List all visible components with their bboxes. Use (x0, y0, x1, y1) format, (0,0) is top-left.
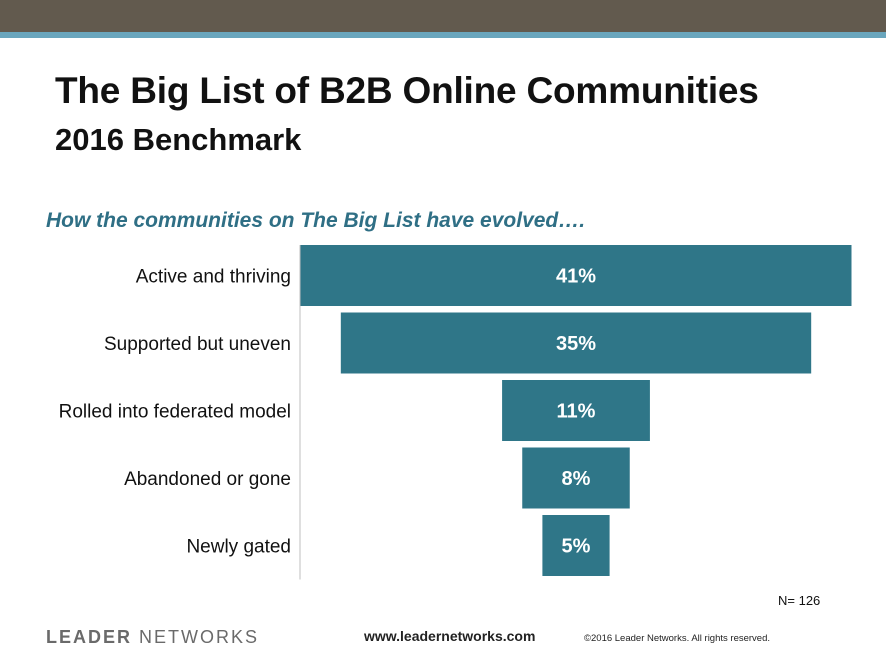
bar-value-label: 35% (556, 333, 596, 355)
category-label: Abandoned or gone (124, 469, 291, 490)
bar-value-label: 8% (562, 468, 591, 490)
chart-question: How the communities on The Big List have… (46, 209, 586, 232)
category-label: Active and thriving (136, 267, 291, 288)
funnel-bar (542, 515, 610, 576)
page-title: The Big List of B2B Online Communities (55, 70, 759, 111)
funnel-bar (340, 312, 812, 374)
logo-word-leader: LEADER (46, 627, 133, 647)
bar-value-label: 41% (556, 266, 596, 288)
category-label: Rolled into federated model (59, 402, 291, 423)
leader-networks-logo: LEADER NETWORKS (46, 627, 259, 648)
bar-value-label: 5% (562, 536, 591, 558)
footer-url: www.leadernetworks.com (364, 628, 536, 644)
funnel-bar (522, 447, 630, 509)
funnel-bar (502, 380, 650, 441)
funnel-bar (300, 245, 852, 306)
category-label: Supported but uneven (104, 334, 291, 355)
header-stripe (0, 32, 886, 38)
footer-copyright: ©2016 Leader Networks. All rights reserv… (584, 633, 771, 644)
page-subtitle: 2016 Benchmark (55, 122, 302, 157)
bar-value-label: 11% (557, 401, 596, 423)
sample-size-note: N= 126 (778, 593, 821, 608)
header-band (0, 0, 886, 32)
logo-word-networks: NETWORKS (139, 627, 260, 647)
category-label: Newly gated (186, 537, 291, 558)
